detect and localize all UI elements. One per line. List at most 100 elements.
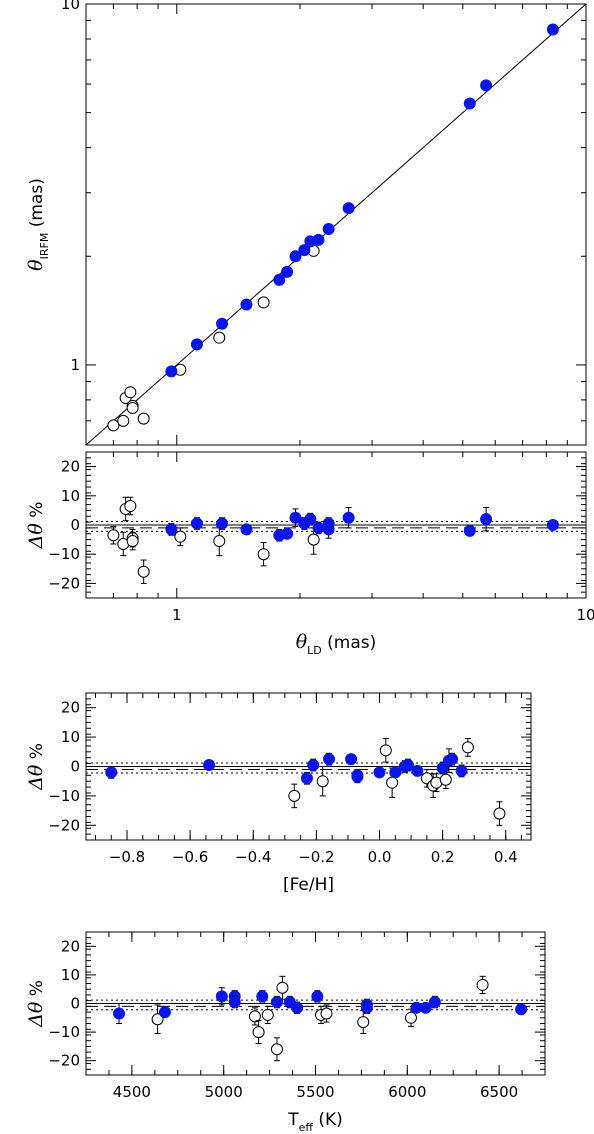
data-point-filled [304,513,317,526]
data-point-filled [546,23,559,36]
data-point-filled [215,990,228,1003]
data-point-open [213,535,226,548]
data-point-filled [323,753,336,766]
data-point-open [320,1007,333,1020]
y-axis-title-text: Δθ % [25,743,47,791]
data-point-filled [312,521,325,534]
x-tick-label: 6500 [480,1083,518,1101]
data-point-open [276,981,289,994]
y-tick-label: 20 [61,937,80,955]
y-tick-label: 0 [70,516,80,534]
x-tick-label: −0.8 [109,848,145,866]
data-point-open [124,500,137,513]
y-tick-label: 10 [61,966,80,984]
data-point-filled [165,523,178,536]
x-tick-label: 5500 [296,1083,334,1101]
data-point-filled [389,766,402,779]
data-point-filled [455,764,468,777]
data-point-open [461,741,474,754]
data-point-filled [289,511,302,524]
y-tick-label: 1 [70,356,80,374]
data-point-filled [411,764,424,777]
data-point-open [288,789,301,802]
x-tick-label: 0.4 [494,848,518,866]
data-point-open [357,1016,370,1029]
y-tick-label: −10 [48,1023,80,1041]
x-tick-label: 6000 [388,1083,426,1101]
data-point-open [379,744,392,757]
panel-resid-feh: −0.8 −0.6 −0.4 −0.2 0.0 0.2 0.4 20 10 0 −10 −20 Δθ %… [25,692,532,895]
data-point-open [107,529,120,542]
y-tick-label: 0 [70,758,80,776]
data-point-open [261,1008,274,1021]
data-point-open [117,414,130,427]
y-tick-label: −20 [48,816,80,834]
data-point-filled [240,298,253,311]
data-point-open [107,419,120,432]
x-tick-label: 10 [576,606,594,624]
data-point-filled [190,517,203,530]
data-point-filled [345,753,358,766]
x-tick-label: 0.0 [368,848,392,866]
x-axis-title: θLD (mas) [296,631,377,657]
data-point-open [126,401,139,414]
data-point-open [270,1043,283,1056]
data-point-filled [270,996,283,1009]
data-point-filled [203,759,216,772]
data-point-filled [322,223,335,236]
data-point-filled [281,265,294,278]
data-point-filled [342,202,355,215]
data-point-filled [401,759,414,772]
data-point-filled [113,1007,126,1020]
data-point-open [476,978,489,991]
data-point-filled [342,511,355,524]
y-tick-label: −20 [48,574,80,592]
panel-resid-teff: 4500 5000 5500 6000 6500 20 10 0 −10 −20 Δθ % Teff … [25,931,546,1134]
x-tick-label: −0.6 [172,848,208,866]
data-point-filled [311,990,324,1003]
data-point-open [493,807,506,820]
data-point-filled [105,766,118,779]
data-point-filled [463,97,476,110]
data-point-open [307,533,320,546]
x-tick-label: 4500 [113,1083,151,1101]
data-point-filled [300,772,313,785]
plot-frame [85,3,587,446]
panel-resid-theta: 1 10 20 10 0 −10 −20 Δθ % θLD (mas) [25,451,594,657]
y-axis-title: θIRFM (mas) [25,178,51,271]
data-point-filled [240,523,253,536]
data-point-filled [158,1006,171,1019]
y-axis-title-text: Δθ % [25,502,47,550]
data-point-filled [291,1001,304,1014]
data-point-open [248,1010,261,1023]
y-tick-label: 10 [61,728,80,746]
data-point-filled [480,513,493,526]
x-axis-title: Teff (K) [287,1110,343,1134]
data-point-open [137,565,150,578]
y-axis-title-text: θIRFM (mas) [25,178,51,271]
y-axis-title-text: Δθ % [25,980,47,1028]
y-axis-title: Δθ % [25,502,47,550]
y-tick-label: 10 [61,487,80,505]
data-point-open [252,1026,265,1039]
y-tick-label: 10 [61,0,80,13]
data-point-open [439,773,452,786]
data-point-open [151,1013,164,1026]
data-point-filled [190,338,203,351]
y-axis-title: Δθ % [25,743,47,791]
data-point-filled [312,233,325,246]
data-point-filled [281,527,294,540]
x-tick-label: −0.2 [298,848,334,866]
data-point-filled [351,769,364,782]
data-point-filled [546,519,559,531]
data-point-filled [216,317,229,330]
data-point-open [257,548,270,561]
panel-top: 1 10 θIRFM (mas) [25,0,587,446]
y-tick-label: 0 [70,995,80,1013]
y-axis-title: Δθ % [25,980,47,1028]
data-point-filled [273,273,286,286]
data-point-open [124,386,137,399]
data-point-open [137,412,150,425]
data-point-filled [307,759,320,772]
